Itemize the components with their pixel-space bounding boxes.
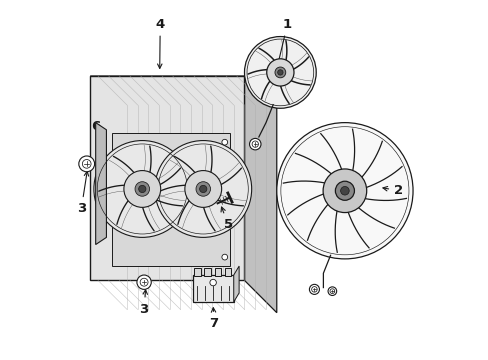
Circle shape <box>276 123 412 259</box>
Circle shape <box>323 169 366 212</box>
Polygon shape <box>90 76 244 280</box>
Circle shape <box>249 138 261 150</box>
Bar <box>204 268 210 276</box>
Polygon shape <box>233 266 239 302</box>
Circle shape <box>137 275 151 289</box>
Circle shape <box>94 140 190 237</box>
Text: 6: 6 <box>91 120 102 176</box>
Circle shape <box>199 185 206 193</box>
Polygon shape <box>244 76 276 313</box>
Circle shape <box>222 139 227 145</box>
Circle shape <box>209 279 216 286</box>
Text: 4: 4 <box>155 18 164 68</box>
Circle shape <box>139 185 145 193</box>
Polygon shape <box>96 123 106 244</box>
Bar <box>192 275 233 302</box>
Text: 5: 5 <box>221 207 232 231</box>
Circle shape <box>196 182 210 196</box>
Circle shape <box>155 140 251 237</box>
Text: 3: 3 <box>139 290 148 316</box>
Circle shape <box>123 171 161 207</box>
Circle shape <box>244 37 316 108</box>
Circle shape <box>327 287 336 296</box>
Circle shape <box>266 59 293 86</box>
Polygon shape <box>90 76 276 108</box>
Circle shape <box>309 284 319 294</box>
Circle shape <box>222 254 227 260</box>
Text: 3: 3 <box>77 171 88 215</box>
Bar <box>224 268 231 276</box>
Circle shape <box>335 181 354 200</box>
Polygon shape <box>112 133 230 266</box>
Circle shape <box>135 182 149 196</box>
Circle shape <box>340 186 348 195</box>
Circle shape <box>79 156 94 172</box>
Circle shape <box>274 67 285 78</box>
Bar <box>194 268 201 276</box>
Circle shape <box>277 70 283 75</box>
Text: 7: 7 <box>209 308 218 330</box>
Text: 2: 2 <box>382 184 403 197</box>
Bar <box>214 268 221 276</box>
Circle shape <box>184 171 221 207</box>
Text: 1: 1 <box>276 18 291 65</box>
